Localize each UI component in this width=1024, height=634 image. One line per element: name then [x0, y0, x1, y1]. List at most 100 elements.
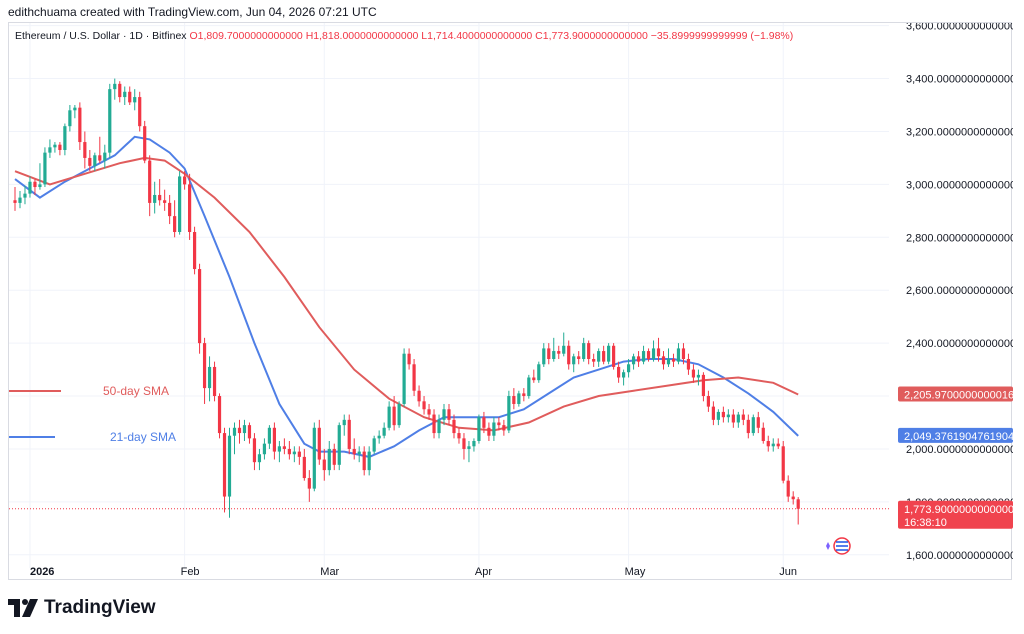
- candle-body: [751, 417, 755, 434]
- candle-body: [327, 448, 331, 471]
- candle-body: [646, 351, 651, 359]
- candle-body: [163, 200, 167, 203]
- candle-body: [38, 184, 42, 188]
- candle-body: [178, 176, 182, 233]
- symbol-info-line: Ethereum / U.S. Dollar · 1D · Bitfinex O…: [15, 30, 793, 42]
- candle-body: [721, 411, 725, 418]
- candle-body: [472, 441, 476, 447]
- candle-body: [153, 194, 157, 203]
- candle-body: [113, 83, 117, 90]
- candle-body: [252, 438, 257, 463]
- candle-body: [527, 377, 531, 397]
- candle-body: [257, 454, 262, 463]
- candle-body: [462, 438, 466, 449]
- candle-body: [417, 390, 421, 402]
- candle-body: [756, 417, 760, 428]
- candle-body: [158, 194, 162, 201]
- candle-body: [741, 414, 745, 420]
- candle-body: [776, 443, 780, 447]
- candle-body: [786, 480, 790, 497]
- candle-body: [507, 396, 511, 431]
- candle-body: [138, 97, 142, 127]
- candle-body: [582, 343, 586, 359]
- candle-body: [337, 425, 341, 465]
- open-value: O1,809.7000000000000: [189, 30, 305, 42]
- candle-body: [13, 200, 17, 203]
- candle-body: [382, 427, 386, 436]
- candle-body: [621, 372, 626, 378]
- high-value: H1,818.0000000000000: [306, 30, 422, 42]
- candle-body: [322, 459, 326, 471]
- x-tick-label: Jun: [779, 566, 797, 578]
- candle-body: [492, 422, 496, 436]
- candle-body: [746, 419, 750, 434]
- x-tick-label: Mar: [320, 566, 339, 578]
- x-tick-label: 2026: [30, 566, 54, 578]
- candle-body: [532, 377, 536, 381]
- candle-body: [103, 152, 107, 161]
- candle-body: [467, 446, 471, 449]
- price-label-last: 1,773.9000000000000: [904, 504, 1013, 516]
- candle-body: [522, 393, 526, 397]
- candle-body: [28, 181, 32, 194]
- y-tick-label: 2,800.0000000000000: [906, 232, 1013, 244]
- candle-body: [118, 83, 122, 98]
- candle-body: [23, 193, 27, 198]
- candle-body: [487, 427, 491, 436]
- candle-body: [691, 369, 696, 378]
- candle-body: [18, 197, 22, 203]
- price-chart[interactable]: 3,600.0000000000000 3,400.0000000000000 3,…: [9, 23, 1013, 581]
- chart-attribution: edithchuama created with TradingView.com…: [8, 5, 377, 19]
- candle-body: [482, 417, 486, 428]
- candle-body: [696, 374, 701, 378]
- y-tick-label: 2,400.0000000000000: [906, 338, 1013, 350]
- candle-body: [796, 499, 800, 509]
- price-label-sma21-box: [898, 427, 1013, 443]
- candle-body: [457, 433, 461, 439]
- candle-body: [168, 202, 172, 217]
- candle-body: [791, 496, 795, 500]
- price-label-sma21: 2,049.3761904761904: [904, 431, 1013, 443]
- candle-body: [83, 142, 87, 158]
- candle-body: [761, 427, 765, 442]
- candle-body: [232, 427, 237, 436]
- candle-body: [292, 451, 296, 455]
- candle-body: [706, 396, 711, 407]
- candle-body: [781, 446, 785, 481]
- symbol-name: Ethereum / U.S. Dollar · 1D · Bitfinex: [15, 30, 189, 42]
- candle-body: [192, 232, 197, 270]
- candle-body: [542, 348, 546, 365]
- price-label-sma50-box: [898, 386, 1013, 402]
- candle-body: [641, 351, 646, 362]
- candle-body: [422, 401, 426, 410]
- candle-body: [671, 358, 676, 362]
- candle-body: [98, 155, 102, 161]
- candle-body: [128, 91, 132, 103]
- y-tick-label: 2,600.0000000000000: [906, 285, 1013, 297]
- candle-body: [407, 353, 411, 365]
- candle-body: [282, 446, 286, 449]
- legend-label-sma21: 21-day SMA: [110, 430, 176, 444]
- candle-body: [412, 364, 416, 391]
- event-flag-stripes: [836, 541, 848, 551]
- candle-body: [108, 89, 112, 153]
- economic-event-icon: [826, 537, 851, 555]
- candle-body: [133, 97, 137, 103]
- chart-panel[interactable]: 3,600.0000000000000 3,400.0000000000000 3,…: [8, 22, 1013, 581]
- change-value: −35.8999999999999 (−1.98%): [651, 30, 793, 42]
- candle-body: [626, 364, 631, 373]
- candle-body: [477, 417, 481, 442]
- price-label-last-countdown: 16:38:10: [904, 517, 947, 529]
- candle-body: [148, 160, 152, 203]
- candle-body: [666, 358, 671, 365]
- candle-body: [237, 427, 242, 434]
- candle-body: [173, 216, 177, 233]
- candle-body: [661, 356, 666, 365]
- candle-body: [612, 345, 616, 367]
- y-tick-label: 2,000.0000000000000: [906, 444, 1013, 456]
- candle-body: [656, 348, 661, 357]
- candle-body: [197, 269, 202, 344]
- tradingview-brand[interactable]: TradingView: [8, 597, 156, 619]
- candle-body: [187, 184, 192, 233]
- candle-body: [287, 448, 291, 455]
